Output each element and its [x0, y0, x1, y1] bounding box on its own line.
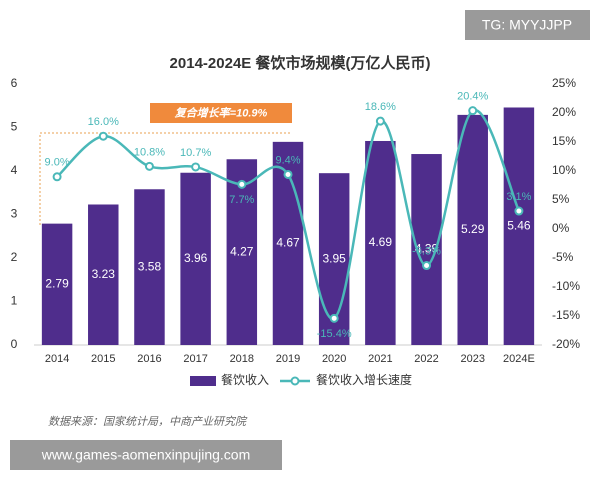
y-tick-label: 6 — [11, 76, 18, 90]
x-tick-label: 2014 — [45, 353, 69, 365]
y2-tick-label: 15% — [552, 134, 576, 148]
growth-marker — [283, 169, 293, 179]
growth-marker — [191, 162, 201, 172]
bar-value-label: 3.96 — [184, 251, 208, 265]
x-tick-label: 2024E — [503, 353, 535, 365]
bar — [41, 223, 73, 345]
bar — [365, 140, 396, 345]
x-tick-label: 2021 — [368, 353, 392, 365]
x-tick-label: 2022 — [414, 353, 438, 365]
bar — [226, 159, 258, 345]
growth-value-label: 9.0% — [45, 157, 70, 169]
x-tick-label: 2016 — [137, 353, 161, 365]
y-tick-label: 4 — [11, 163, 18, 177]
bar — [503, 107, 535, 346]
watermark: www.games-aomenxinpujing.com — [41, 447, 251, 463]
y2-tick-label: 0% — [552, 221, 570, 235]
bar-value-label: 4.67 — [276, 236, 300, 250]
growth-value-label: -15.4% — [317, 328, 352, 340]
growth-value-label: 18.6% — [365, 101, 396, 113]
annotation-box — [150, 103, 292, 123]
y-tick-label: 3 — [11, 207, 18, 221]
growth-value-label: 3.1% — [506, 191, 531, 203]
y-tick-label: 2 — [11, 250, 18, 264]
x-tick-label: 2018 — [230, 353, 254, 365]
y2-tick-label: 25% — [552, 76, 576, 90]
chart-title: 2014-2024E 餐饮市场规模(万亿人民币) — [170, 54, 431, 72]
bar-value-label: 4.39 — [415, 242, 439, 256]
x-tick-label: 2019 — [276, 353, 300, 365]
y2-tick-label: -10% — [552, 279, 580, 293]
annotation: 复合增长率=10.9% — [174, 106, 268, 119]
y-tick-label: 1 — [11, 294, 18, 308]
y-tick-label: 0 — [11, 337, 18, 351]
bar-value-label: 4.27 — [230, 244, 254, 258]
growth-marker — [422, 261, 432, 271]
growth-marker — [468, 106, 478, 116]
y2-tick-label: 5% — [552, 192, 570, 206]
legend-label: 餐饮收入增长速度 — [316, 372, 412, 387]
bar — [180, 172, 211, 345]
growth-marker — [144, 161, 154, 171]
cagr-bracket — [39, 132, 290, 225]
legend-swatch — [190, 376, 216, 386]
growth-value-label: 10.7% — [180, 147, 211, 159]
watermark-box — [465, 10, 590, 40]
source: 数据来源：国家统计局，中商产业研究院 — [48, 415, 248, 428]
bar-value-label: 3.95 — [323, 251, 347, 265]
growth-marker — [98, 131, 108, 141]
y2-tick-label: -5% — [552, 250, 574, 264]
growth-value-label: -6.3% — [412, 245, 441, 257]
legend-swatch — [290, 376, 300, 386]
legend-label: 餐饮收入 — [221, 372, 269, 387]
x-tick-label: 2015 — [91, 353, 115, 365]
y2-tick-label: -20% — [552, 337, 580, 351]
bar-value-label: 5.46 — [507, 218, 531, 232]
y2-tick-label: -15% — [552, 308, 580, 322]
y2-tick-label: 10% — [552, 163, 576, 177]
growth-marker — [329, 313, 339, 323]
bar-value-label: 5.29 — [461, 222, 485, 236]
y-tick-label: 5 — [11, 120, 18, 134]
x-tick-label: 2023 — [460, 353, 484, 365]
bar — [88, 204, 119, 345]
bar-value-label: 4.69 — [369, 235, 393, 249]
x-tick-label: 2017 — [183, 353, 207, 365]
growth-value-label: 16.0% — [88, 116, 119, 128]
bar — [457, 114, 488, 345]
bar-value-label: 3.23 — [92, 267, 116, 281]
growth-marker — [237, 179, 247, 189]
bar-value-label: 3.58 — [138, 259, 162, 273]
bar — [134, 189, 165, 345]
bar-value-label: 2.79 — [45, 276, 69, 290]
growth-value-label: 20.4% — [457, 91, 488, 103]
watermark-box — [10, 440, 282, 470]
growth-value-label: 7.7% — [229, 194, 254, 206]
x-tick-label: 2020 — [322, 353, 346, 365]
y2-tick-label: 20% — [552, 105, 576, 119]
growth-value-label: 9.4% — [275, 154, 300, 166]
growth-value-label: 10.8% — [134, 146, 165, 158]
growth-marker — [52, 172, 62, 182]
growth-marker — [375, 116, 385, 126]
growth-marker — [514, 206, 524, 216]
watermark: TG: MYYJJPP — [482, 17, 572, 33]
